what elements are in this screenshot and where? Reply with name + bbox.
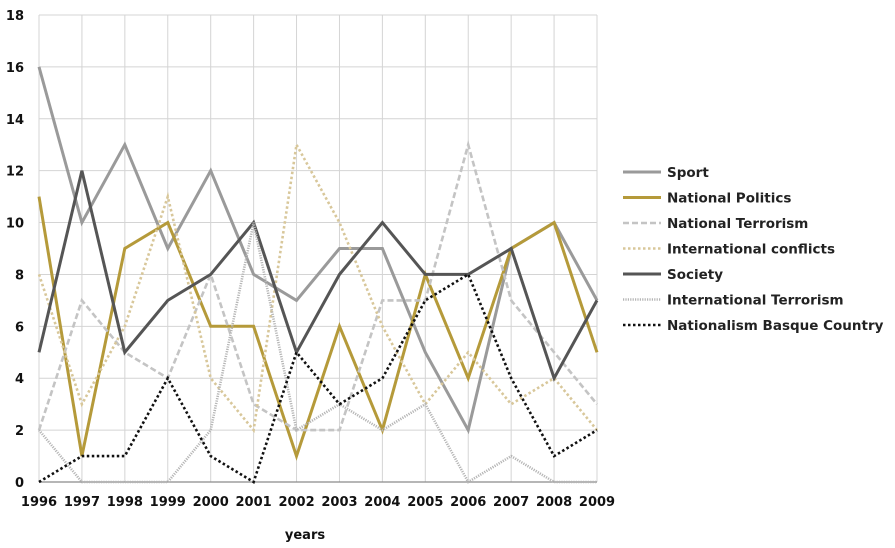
legend-label: Sport [667,165,709,181]
legend-item: National Terrorism [623,216,808,232]
y-tick-label: 0 [15,476,24,491]
legend-item: National Politics [623,191,791,207]
legend-item: Nationalism Basque Country [623,318,884,334]
legend-item: Sport [623,165,709,181]
y-tick-label: 6 [15,320,24,335]
x-tick-label: 2009 [579,495,615,510]
legend-label: International Terrorism [667,293,844,309]
y-tick-label: 16 [6,61,24,76]
legend-label: International conflicts [667,242,835,258]
x-tick-label: 2002 [278,495,314,510]
y-tick-label: 4 [15,372,24,387]
y-tick-label: 18 [6,9,24,24]
x-tick-label: 1997 [64,495,100,510]
x-tick-label: 2006 [450,495,486,510]
series-line-national-terrorism [37,139,599,432]
x-tick-label: 2003 [321,495,357,510]
legend-label: National Politics [667,191,791,207]
x-axis-ticks: 1996 1997 1998 1999 2000 2001 2002 2003 2004 2005… [21,495,615,510]
y-axis-ticks: 0 2 4 6 8 10 12 14 16 18 [6,9,24,491]
x-tick-label: 1998 [107,495,143,510]
x-tick-label: 1999 [150,495,186,510]
x-tick-label: 2007 [493,495,529,510]
legend-item: International conflicts [623,242,835,258]
legend-item: Society [623,267,723,283]
legend: Sport National Politics National Terrorism… [623,165,884,334]
legend-label: National Terrorism [667,216,808,232]
y-tick-label: 10 [6,217,24,232]
legend-label: Nationalism Basque Country [667,318,884,334]
x-tick-label: 2001 [236,495,272,510]
y-tick-label: 2 [15,424,24,439]
x-axis-title: years [285,528,325,543]
series-line-nationalism-basque-country [38,272,598,484]
x-tick-label: 2004 [364,495,400,510]
x-tick-label: 2005 [407,495,443,510]
series-line-society [37,170,599,382]
legend-label: Society [667,267,723,283]
y-tick-label: 8 [15,268,24,283]
x-tick-label: 2008 [536,495,572,510]
x-tick-label: 1996 [21,495,57,510]
series-lines [37,66,599,484]
y-tick-label: 12 [6,165,24,180]
legend-item: International Terrorism [623,293,844,309]
y-tick-label: 14 [6,113,24,128]
x-tick-label: 2000 [193,495,229,510]
